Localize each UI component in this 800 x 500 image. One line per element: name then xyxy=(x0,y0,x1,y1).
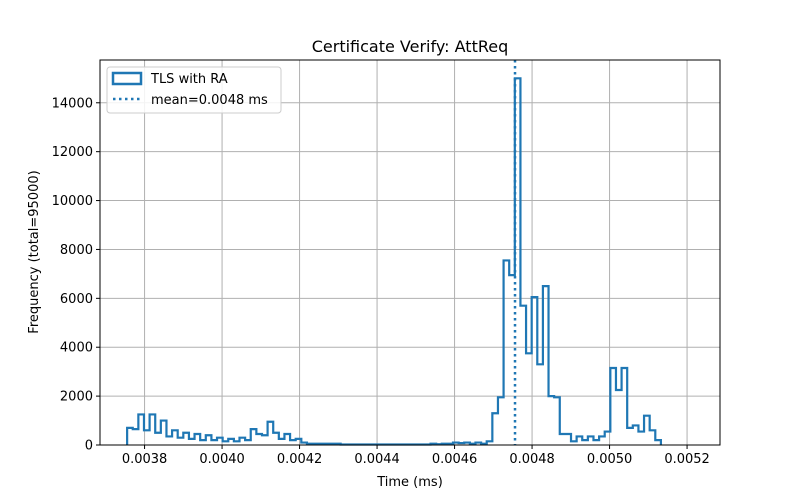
y-tick-label: 14000 xyxy=(52,96,93,111)
y-tick-label: 2000 xyxy=(60,390,93,405)
y-tick-label: 0 xyxy=(85,439,93,454)
legend-label-mean: mean=0.0048 ms xyxy=(151,93,268,108)
x-tick-label: 0.0040 xyxy=(199,452,245,467)
y-tick-label: 8000 xyxy=(60,243,93,258)
x-tick-label: 0.0052 xyxy=(664,452,710,467)
x-tick-label: 0.0038 xyxy=(122,452,168,467)
y-axis-label: Frequency (total=95000) xyxy=(27,170,42,333)
legend-label-histogram: TLS with RA xyxy=(150,72,228,87)
x-tick-label: 0.0048 xyxy=(509,452,555,467)
legend: TLS with RA mean=0.0048 ms xyxy=(107,67,281,113)
y-tick-label: 6000 xyxy=(60,292,93,307)
histogram-layer xyxy=(127,60,661,445)
x-tick-label: 0.0044 xyxy=(354,452,400,467)
histogram-step-line xyxy=(127,78,661,445)
chart-title: Certificate Verify: AttReq xyxy=(312,37,509,56)
y-tick-label: 12000 xyxy=(52,145,93,160)
y-tick-label: 10000 xyxy=(52,194,93,209)
x-tick-label: 0.0046 xyxy=(432,452,478,467)
x-axis-label: Time (ms) xyxy=(376,475,443,490)
x-tick-label: 0.0050 xyxy=(587,452,633,467)
y-tick-label: 4000 xyxy=(60,341,93,356)
x-tick-label: 0.0042 xyxy=(277,452,323,467)
